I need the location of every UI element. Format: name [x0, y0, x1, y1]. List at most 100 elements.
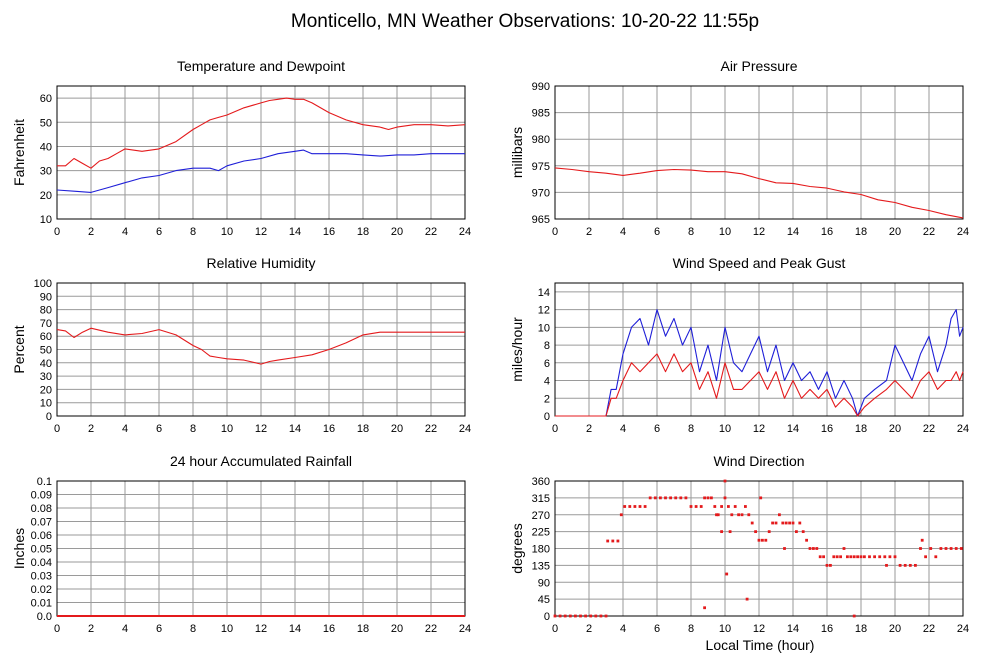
wind-direction-point [868, 555, 871, 558]
wind-direction-point [812, 547, 815, 550]
wind-direction-point [730, 513, 733, 516]
x-tick-label: 22 [923, 226, 935, 238]
y-tick-label: 0 [46, 411, 52, 423]
x-tick-label: 8 [688, 623, 694, 635]
wind-direction-point [734, 505, 737, 508]
wind-direction-point [960, 547, 963, 550]
y-tick-label: 10 [40, 398, 52, 410]
x-tick-label: 16 [323, 623, 335, 635]
wind-direction-point [761, 539, 764, 542]
wind-direction-point [690, 505, 693, 508]
y-axis-label: millibars [509, 127, 525, 178]
wind-direction-point [620, 513, 623, 516]
chart-panel-4: 24 hour Accumulated Rainfall024681012141… [11, 453, 471, 635]
y-tick-label: 12 [538, 305, 550, 317]
chart-panel-0: Temperature and Dewpoint0246810121416182… [11, 58, 471, 238]
x-tick-label: 10 [719, 226, 731, 238]
x-tick-label: 22 [923, 423, 935, 435]
wind-direction-point [758, 539, 761, 542]
x-tick-label: 22 [425, 226, 437, 238]
y-tick-label: 90 [538, 577, 550, 589]
wind-direction-point [909, 564, 912, 567]
wind-direction-point [564, 615, 567, 618]
y-axis-label: Percent [11, 325, 27, 373]
x-tick-label: 16 [821, 226, 833, 238]
wind-direction-point [778, 513, 781, 516]
wind-direction-point [685, 496, 688, 499]
wind-direction-point [921, 539, 924, 542]
x-tick-label: 14 [289, 226, 301, 238]
wind-direction-point [802, 530, 805, 533]
y-tick-label: 6 [544, 358, 550, 370]
y-tick-label: 50 [40, 117, 52, 129]
y-tick-label: 60 [40, 93, 52, 105]
wind-direction-point [839, 555, 842, 558]
x-tick-label: 14 [787, 226, 799, 238]
wind-direction-point [934, 555, 937, 558]
y-tick-label: 975 [532, 161, 550, 173]
y-axis-label: Fahrenheit [11, 119, 27, 186]
y-tick-label: 90 [40, 291, 52, 303]
wind-direction-point [792, 522, 795, 525]
y-tick-label: 0.06 [31, 530, 52, 542]
y-tick-label: 970 [532, 187, 550, 199]
x-tick-label: 6 [654, 623, 660, 635]
x-tick-label: 8 [190, 226, 196, 238]
x-axis-label: Local Time (hour) [706, 637, 815, 653]
wind-direction-point [559, 615, 562, 618]
y-tick-label: 2 [544, 393, 550, 405]
x-tick-label: 22 [923, 623, 935, 635]
wind-direction-point [889, 555, 892, 558]
x-tick-label: 12 [753, 623, 765, 635]
y-tick-label: 980 [532, 134, 550, 146]
wind-direction-point [707, 496, 710, 499]
x-tick-label: 12 [255, 423, 267, 435]
x-tick-label: 20 [889, 423, 901, 435]
y-tick-label: 0 [544, 611, 550, 623]
wind-direction-point [914, 564, 917, 567]
y-tick-label: 0.03 [31, 571, 52, 583]
wind-direction-point [878, 555, 881, 558]
y-tick-label: 0 [544, 411, 550, 423]
wind-direction-point [849, 555, 852, 558]
wind-direction-point [724, 480, 727, 483]
chart-panel-5: Wind Direction02468101214161820222404590… [509, 453, 969, 635]
wind-direction-point [775, 522, 778, 525]
x-tick-label: 0 [54, 623, 60, 635]
x-tick-label: 0 [552, 623, 558, 635]
wind-direction-point [659, 496, 662, 499]
wind-direction-point [724, 496, 727, 499]
wind-direction-point [764, 539, 767, 542]
x-tick-label: 4 [620, 423, 626, 435]
y-tick-label: 8 [544, 340, 550, 352]
y-tick-label: 30 [40, 166, 52, 178]
x-tick-label: 6 [654, 423, 660, 435]
x-tick-label: 2 [88, 226, 94, 238]
y-tick-label: 100 [34, 278, 52, 290]
y-tick-label: 985 [532, 108, 550, 120]
wind-direction-point [600, 615, 603, 618]
wind-direction-point [795, 530, 798, 533]
x-tick-label: 12 [753, 226, 765, 238]
y-tick-label: 45 [538, 594, 550, 606]
wind-direction-point [853, 555, 856, 558]
x-tick-label: 18 [855, 623, 867, 635]
chart-title: Temperature and Dewpoint [177, 58, 345, 74]
wind-direction-point [805, 539, 808, 542]
x-tick-label: 8 [190, 623, 196, 635]
y-tick-label: 70 [40, 318, 52, 330]
x-tick-label: 12 [753, 423, 765, 435]
chart-panel-2: Relative Humidity02468101214161820222401… [11, 255, 471, 435]
y-tick-label: 0.0 [37, 611, 52, 623]
wind-direction-point [843, 547, 846, 550]
y-tick-label: 360 [532, 476, 550, 488]
x-tick-label: 10 [221, 423, 233, 435]
y-axis-label: Inches [11, 528, 27, 569]
x-tick-label: 4 [122, 226, 128, 238]
wind-direction-point [924, 555, 927, 558]
wind-direction-point [695, 505, 698, 508]
wind-direction-point [569, 615, 572, 618]
wind-direction-point [617, 540, 620, 543]
y-tick-label: 20 [40, 384, 52, 396]
